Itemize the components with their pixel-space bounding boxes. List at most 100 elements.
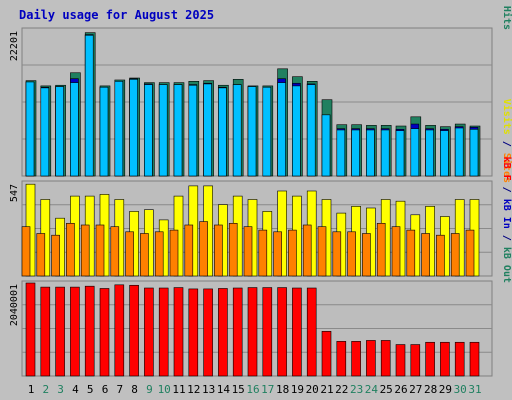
bar-hits-pages-day-20 <box>306 84 316 177</box>
bar-hits-pages-day-28 <box>425 129 434 177</box>
day-label-8: 8 <box>131 383 138 396</box>
max-label-visits: 547 <box>9 184 20 202</box>
day-label-25: 25 <box>380 383 393 396</box>
bar-visits-sites-day-15 <box>228 222 238 277</box>
bar-visits-sites-day-20 <box>302 224 312 277</box>
day-label-11: 11 <box>172 383 185 396</box>
bar-kbytes-kb-f-day-30 <box>454 341 465 377</box>
bar-kbytes-kb-f-day-9 <box>144 287 154 377</box>
bar-hits-pages-day-1 <box>25 81 35 177</box>
max-label-hits: 22201 <box>9 31 20 61</box>
day-label-28: 28 <box>424 383 437 396</box>
bar-kbytes-kb-f-day-25 <box>380 340 391 377</box>
bar-kbytes-kb-f-day-14 <box>218 288 228 377</box>
day-label-10: 10 <box>158 383 171 396</box>
bar-hits-pages-day-27 <box>410 128 420 177</box>
axis-label-part-kbytes-3: / <box>501 229 512 247</box>
bar-hits-pages-day-22 <box>336 129 346 177</box>
bar-kbytes-kb-f-day-24 <box>366 340 376 377</box>
axis-label-hits: Pages / Files / Hits <box>501 0 512 30</box>
day-label-15: 15 <box>232 383 245 396</box>
bar-hits-pages-day-21 <box>321 114 331 177</box>
axis-label-part-visits-0: Visits <box>501 99 512 135</box>
day-label-27: 27 <box>409 383 422 396</box>
bar-hits-pages-day-4 <box>70 82 79 177</box>
day-label-18: 18 <box>276 383 289 396</box>
bar-visits-sites-day-3 <box>51 234 60 277</box>
bar-kbytes-kb-f-day-20 <box>306 287 317 377</box>
bar-hits-pages-day-14 <box>218 87 227 177</box>
axis-label-part-kbytes-2: kB In <box>501 199 512 229</box>
day-label-17: 17 <box>261 383 274 396</box>
bar-visits-sites-day-9 <box>140 233 149 277</box>
bar-hits-pages-day-29 <box>440 130 449 177</box>
bar-hits-pages-day-30 <box>454 127 464 177</box>
bar-hits-pages-day-19 <box>292 85 301 177</box>
day-label-14: 14 <box>217 383 231 396</box>
bar-hits-pages-day-15 <box>232 84 242 177</box>
bar-kbytes-kb-f-day-28 <box>425 341 435 377</box>
max-label-kbytes: 2040001 <box>9 284 20 326</box>
day-label-19: 19 <box>291 383 304 396</box>
day-label-2: 2 <box>42 383 49 396</box>
day-label-30: 30 <box>454 383 467 396</box>
bar-hits-pages-day-3 <box>55 86 64 177</box>
day-label-16: 16 <box>246 383 259 396</box>
day-label-1: 1 <box>28 383 35 396</box>
axis-label-visits: Visits / Sites <box>501 99 512 183</box>
chart-title: Daily usage for August 2025 <box>19 8 214 22</box>
bar-kbytes-kb-f-day-18 <box>277 287 287 377</box>
bar-visits-sites-day-22 <box>332 231 342 277</box>
axis-label-kbytes: kB F / kB In / kB Out <box>501 157 512 283</box>
bar-visits-sites-day-7 <box>110 226 120 277</box>
bar-kbytes-kb-f-day-13 <box>203 288 213 377</box>
day-label-24: 24 <box>365 383 379 396</box>
bar-kbytes-kb-f-day-6 <box>99 288 110 377</box>
axis-label-part-hits-3: / <box>501 0 512 6</box>
day-label-23: 23 <box>350 383 363 396</box>
bar-hits-pages-day-16 <box>247 86 257 177</box>
bar-visits-sites-day-14 <box>214 224 223 277</box>
bar-hits-pages-day-18 <box>277 82 286 177</box>
axis-label-part-visits-2: Sites <box>501 153 512 183</box>
bar-visits-sites-day-21 <box>317 226 327 277</box>
bar-kbytes-kb-f-day-17 <box>262 287 273 377</box>
bar-hits-pages-day-11 <box>173 84 183 177</box>
bar-visits-sites-day-31 <box>465 229 475 277</box>
day-label-31: 31 <box>468 383 481 396</box>
day-label-3: 3 <box>57 383 64 396</box>
bar-kbytes-kb-f-day-1 <box>25 282 36 377</box>
panel-kbytes: 2040001 kB F / kB In / kB Out <box>9 157 512 377</box>
bar-kbytes-kb-f-day-10 <box>158 287 169 377</box>
axis-label-part-kbytes-4: kB Out <box>501 247 512 283</box>
day-label-5: 5 <box>87 383 94 396</box>
bar-kbytes-kb-f-day-7 <box>114 284 125 377</box>
day-label-29: 29 <box>439 383 452 396</box>
bar-kbytes-kb-f-day-2 <box>40 286 51 377</box>
bar-visits-sites-day-4 <box>66 222 75 277</box>
bar-kbytes-kb-f-day-19 <box>292 287 302 377</box>
axis-label-part-kbytes-1: / <box>501 181 512 199</box>
bar-hits-pages-day-9 <box>144 84 153 177</box>
bar-hits-pages-day-23 <box>351 129 360 177</box>
bar-kbytes-kb-f-day-21 <box>321 331 332 377</box>
bar-hits-pages-day-2 <box>40 87 50 177</box>
bar-hits-pages-day-6 <box>99 86 109 177</box>
bar-kbytes-kb-f-day-23 <box>351 341 361 377</box>
day-label-12: 12 <box>187 383 200 396</box>
bar-hits-pages-day-10 <box>158 84 168 177</box>
bar-hits-pages-day-26 <box>395 130 405 177</box>
bar-visits-sites-day-16 <box>243 226 253 277</box>
axis-label-part-kbytes-0: kB F <box>501 157 512 181</box>
bar-visits-sites-day-10 <box>154 231 164 277</box>
bar-visits-sites-day-2 <box>36 233 46 277</box>
bar-hits-pages-day-8 <box>129 79 138 177</box>
bar-visits-sites-day-27 <box>406 229 416 277</box>
bar-visits-sites-day-25 <box>376 222 386 277</box>
bar-visits-sites-day-30 <box>450 233 460 277</box>
day-label-9: 9 <box>146 383 153 396</box>
bar-visits-sites-day-8 <box>125 231 134 277</box>
bar-visits-sites-day-28 <box>421 233 430 277</box>
bar-hits-pages-day-31 <box>469 129 479 177</box>
